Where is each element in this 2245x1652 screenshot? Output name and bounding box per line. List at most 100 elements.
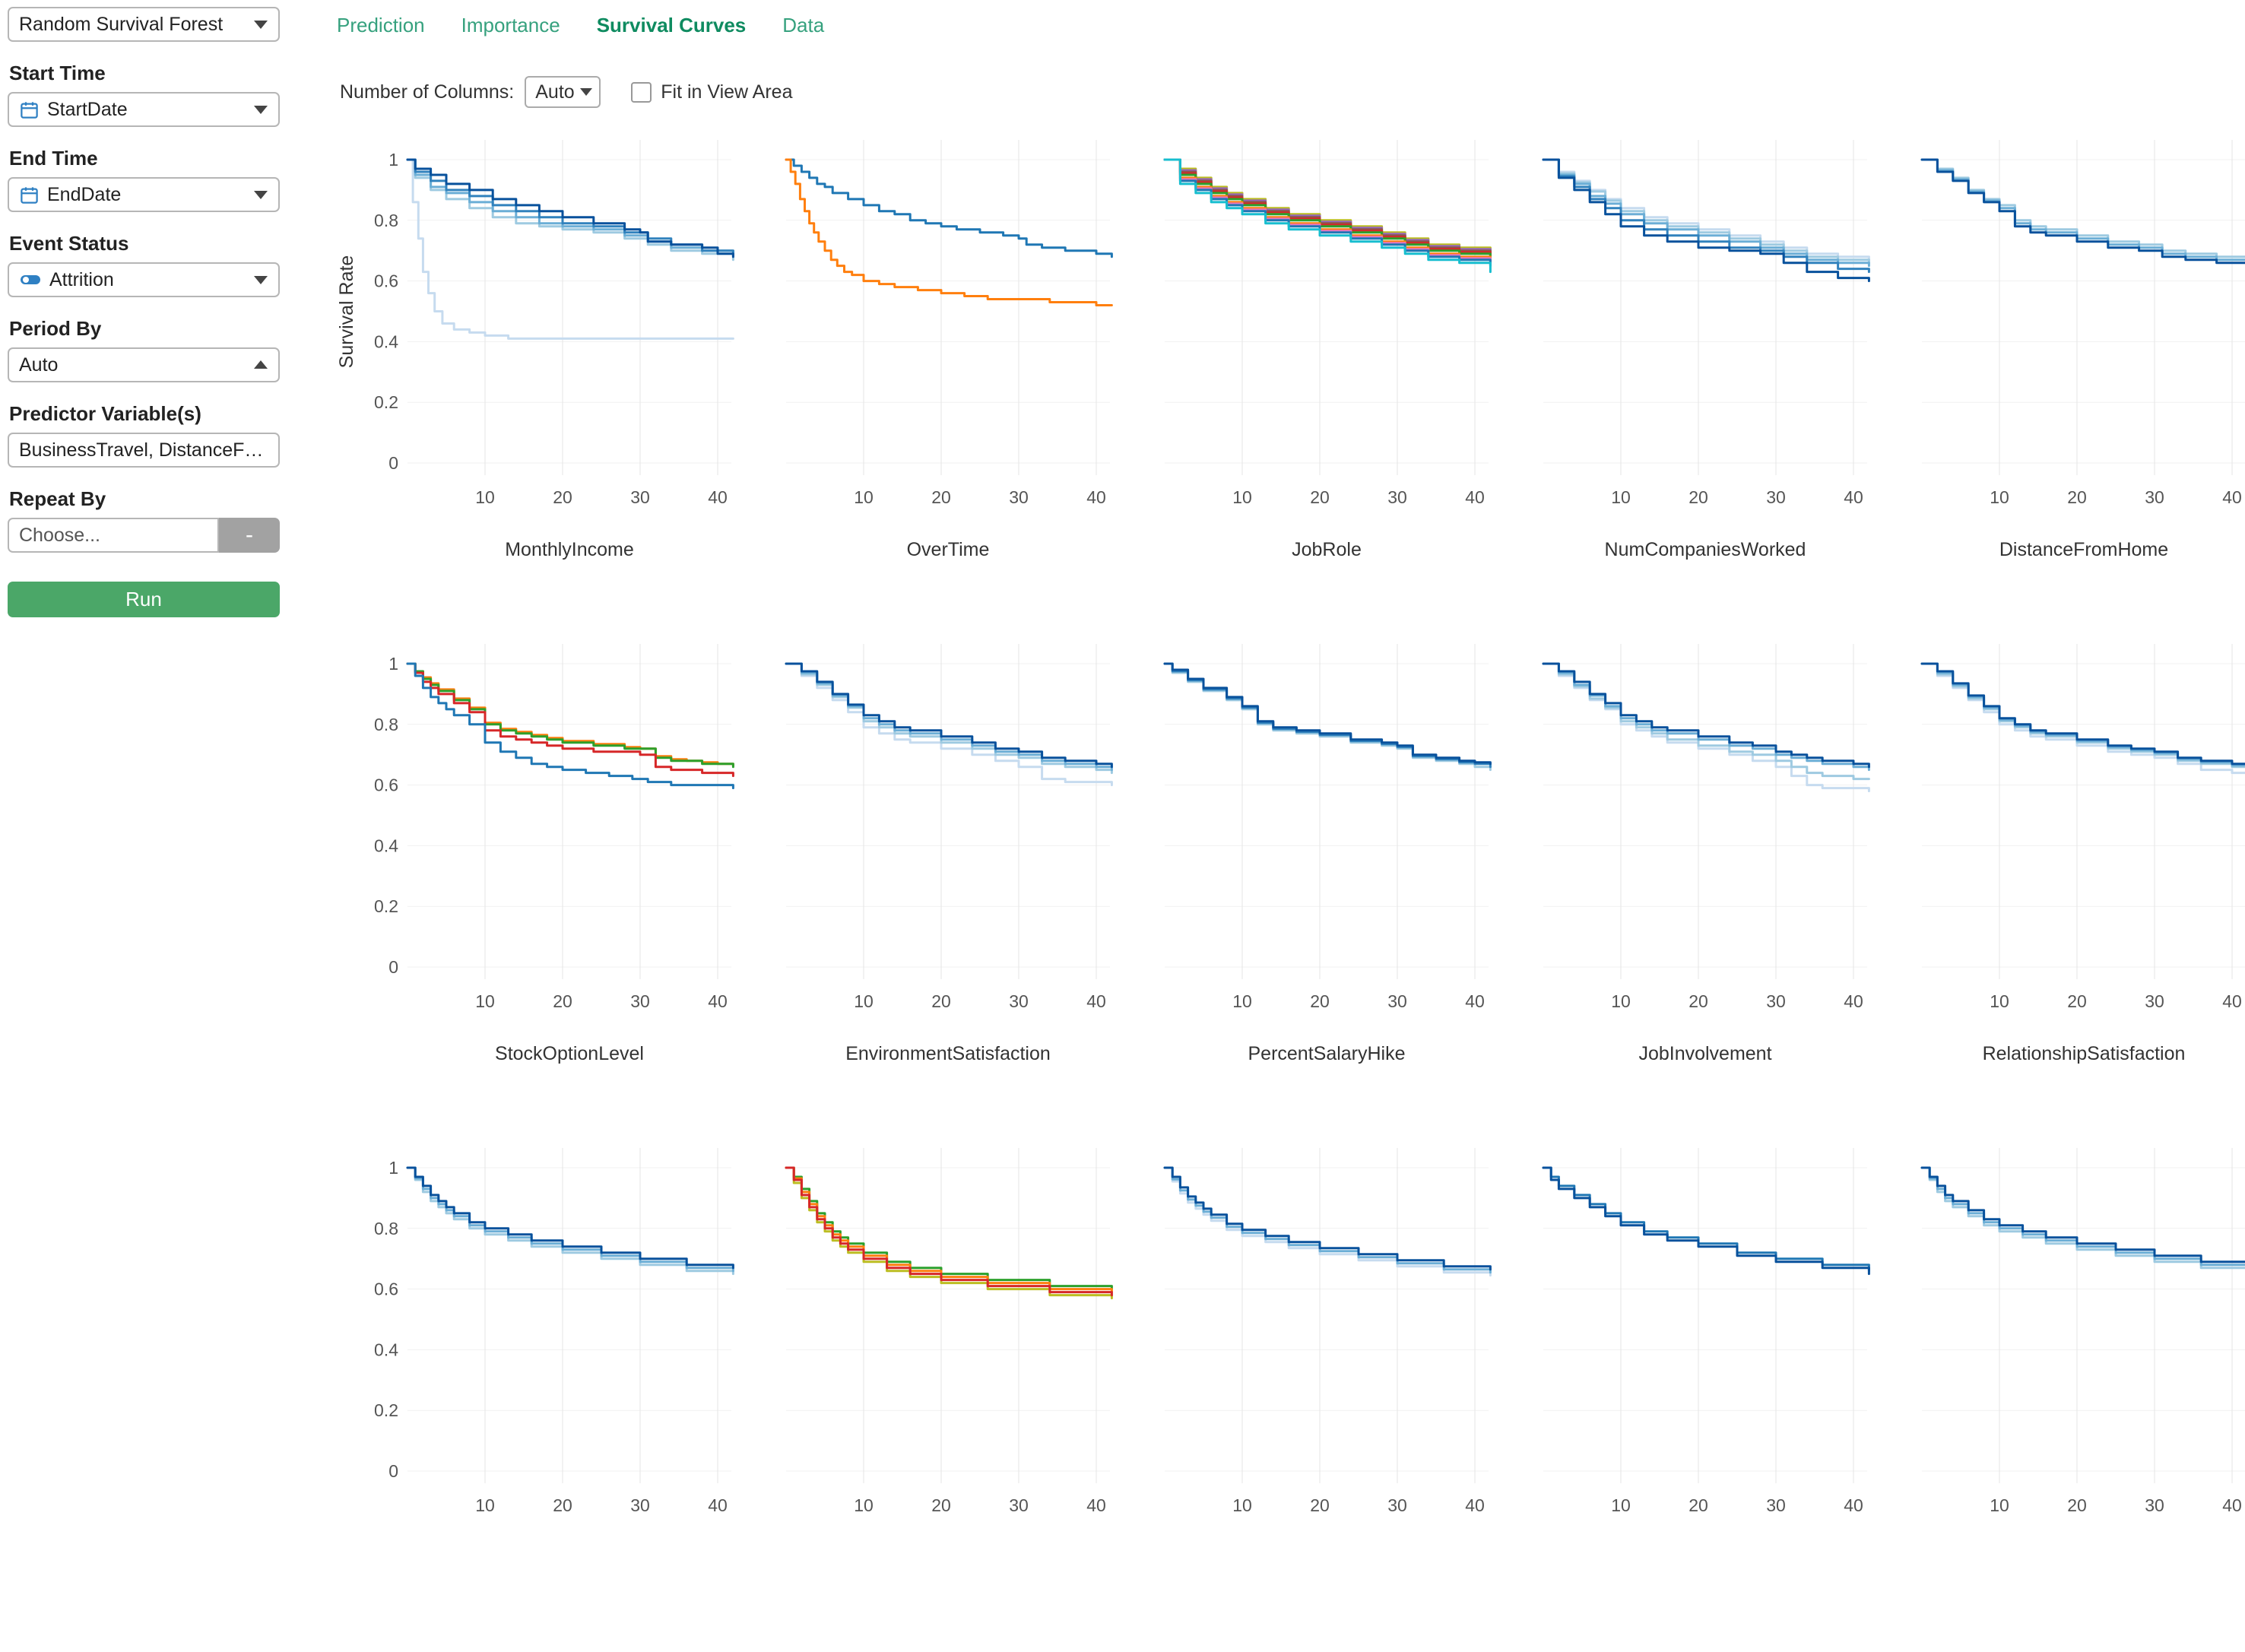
x-tick-label: 40	[2222, 487, 2242, 507]
columns-label: Number of Columns:	[340, 81, 515, 103]
y-tick-label: 0.2	[374, 896, 398, 916]
chart-title: DistanceFromHome	[1999, 539, 2168, 560]
survival-chart-row3-col5[interactable]: 10 20 30 40	[1920, 1148, 2245, 1652]
x-tick-label: 20	[2067, 991, 2087, 1011]
survival-chart-StockOptionLevel[interactable]: 10 20 30 40 0 0.2 0.4 0.6 0.8 1 StockOptionLevel	[374, 644, 786, 1148]
tab-survival-curves[interactable]: Survival Curves	[596, 14, 747, 36]
x-tick-label: 20	[931, 1495, 951, 1515]
repeat-by-label: Repeat By	[9, 487, 106, 510]
survival-chart-JobInvolvement[interactable]: 10 20 30 40 JobInvolvement	[1542, 644, 1922, 1148]
x-tick-label: 20	[2067, 1495, 2087, 1515]
y-tick-label: 0	[388, 453, 398, 473]
survival-curve	[1542, 158, 1870, 283]
columns-select[interactable]: Auto	[525, 76, 601, 108]
period-by-select[interactable]: Auto	[8, 347, 280, 382]
survival-curve	[1542, 1166, 1870, 1273]
tab-data[interactable]: Data	[782, 14, 825, 36]
survival-curve	[406, 158, 734, 258]
x-tick-label: 40	[1086, 991, 1106, 1011]
x-tick-label: 40	[1086, 1495, 1106, 1515]
survival-curve	[1920, 662, 2245, 766]
x-tick-label: 10	[854, 1495, 874, 1515]
survival-chart-EnvironmentSatisfaction[interactable]: 10 20 30 40 EnvironmentSatisfaction	[785, 644, 1165, 1148]
chart-title: MonthlyIncome	[505, 539, 634, 560]
survival-chart-row3-col3[interactable]: 10 20 30 40	[1163, 1148, 1543, 1652]
x-tick-label: 10	[1232, 487, 1252, 507]
x-tick-label: 30	[630, 991, 650, 1011]
chevron-up-icon	[254, 360, 268, 369]
event-status-select[interactable]: Attrition	[8, 262, 280, 297]
survival-chart-JobRole[interactable]: 10 20 30 40 JobRole	[1163, 140, 1543, 644]
chart-title: NumCompaniesWorked	[1605, 539, 1806, 560]
start-time-label: Start Time	[9, 62, 106, 84]
chart-title: OverTime	[907, 539, 990, 560]
survival-curve	[785, 662, 1113, 772]
x-tick-label: 10	[1611, 991, 1631, 1011]
x-tick-label: 30	[1387, 991, 1407, 1011]
x-tick-label: 40	[708, 991, 728, 1011]
survival-chart-OverTime[interactable]: 10 20 30 40 OverTime	[785, 140, 1165, 644]
x-tick-label: 40	[1844, 991, 1863, 1011]
event-status-label: Event Status	[9, 232, 129, 255]
event-status-value: Attrition	[49, 268, 114, 290]
predictor-input[interactable]: BusinessTravel, DistanceFr…	[8, 433, 280, 468]
x-tick-label: 10	[475, 991, 495, 1011]
x-tick-label: 40	[1465, 487, 1485, 507]
survival-chart-row3-col2[interactable]: 10 20 30 40	[785, 1148, 1165, 1652]
remove-repeat-button[interactable]: -	[219, 518, 280, 553]
end-time-label: End Time	[9, 147, 98, 170]
chart-title: JobInvolvement	[1638, 1043, 1771, 1064]
columns-select-value: Auto	[535, 81, 575, 103]
survival-curve	[1920, 1166, 2245, 1267]
x-tick-label: 20	[553, 487, 572, 507]
chart-title: RelationshipSatisfaction	[1983, 1043, 2186, 1064]
survival-chart-PercentSalaryHike[interactable]: 10 20 30 40 PercentSalaryHike	[1163, 644, 1543, 1148]
survival-curve	[1163, 662, 1492, 769]
survival-chart-MonthlyIncome[interactable]: 10 20 30 40 0 0.2 0.4 0.6 0.8 1 Survival Rate Month…	[336, 140, 786, 644]
fit-in-view-label: Fit in View Area	[661, 81, 793, 103]
survival-chart-row3-col4[interactable]: 10 20 30 40	[1542, 1148, 1922, 1652]
tab-prediction[interactable]: Prediction	[337, 14, 425, 36]
survival-curve	[406, 662, 734, 778]
survival-curve	[406, 158, 734, 255]
period-by-value: Auto	[19, 354, 59, 376]
end-time-select[interactable]: EndDate	[8, 177, 280, 212]
survival-curve	[406, 662, 734, 790]
x-tick-label: 40	[1465, 1495, 1485, 1515]
x-tick-label: 30	[2145, 1495, 2164, 1515]
chart-title: JobRole	[1292, 539, 1362, 560]
repeat-by-select[interactable]: Choose...	[8, 518, 219, 553]
y-tick-label: 1	[388, 1158, 398, 1178]
survival-curve	[1163, 158, 1492, 255]
fit-in-view-checkbox[interactable]	[631, 81, 652, 103]
x-tick-label: 20	[1310, 1495, 1330, 1515]
survival-chart-RelationshipSatisfaction[interactable]: 10 20 30 40 RelationshipSatisfaction	[1920, 644, 2245, 1148]
x-tick-label: 40	[1844, 1495, 1863, 1515]
x-tick-label: 20	[2067, 487, 2087, 507]
x-tick-label: 40	[1844, 487, 1863, 507]
x-tick-label: 30	[1009, 991, 1029, 1011]
y-tick-label: 1	[388, 150, 398, 170]
chart-title: StockOptionLevel	[495, 1043, 644, 1064]
chart-title: EnvironmentSatisfaction	[845, 1043, 1051, 1064]
y-tick-label: 0	[388, 957, 398, 977]
toggle-icon	[19, 270, 42, 290]
survival-curve	[785, 158, 1113, 306]
model-select[interactable]: Random Survival Forest	[8, 7, 280, 42]
start-time-select[interactable]: StartDate	[8, 92, 280, 127]
run-button[interactable]: Run	[8, 582, 280, 617]
survival-chart-NumCompaniesWorked[interactable]: 10 20 30 40 NumCompaniesWorked	[1542, 140, 1922, 644]
y-tick-label: 0.6	[374, 1279, 398, 1299]
tab-importance[interactable]: Importance	[461, 14, 560, 36]
period-by-label: Period By	[9, 317, 102, 340]
y-tick-label: 0.8	[374, 715, 398, 734]
survival-chart-row3-col1[interactable]: 10 20 30 40 0 0.2 0.4 0.6 0.8 1	[374, 1148, 786, 1652]
predictor-label: Predictor Variable(s)	[9, 402, 201, 425]
y-tick-label: 0.4	[374, 1340, 398, 1359]
x-tick-label: 30	[1009, 487, 1029, 507]
x-tick-label: 30	[1009, 1495, 1029, 1515]
y-tick-label: 0	[388, 1461, 398, 1481]
survival-chart-DistanceFromHome[interactable]: 10 20 30 40 DistanceFromHome	[1920, 140, 2245, 644]
y-tick-label: 0.4	[374, 836, 398, 855]
x-tick-label: 30	[1387, 1495, 1407, 1515]
